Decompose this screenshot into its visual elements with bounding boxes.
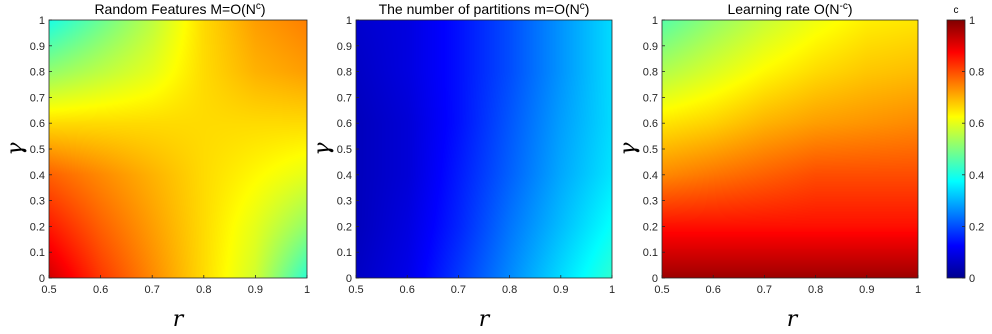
x-tick-label: 0.7 [451, 284, 466, 296]
heatmap-image [662, 20, 918, 278]
colorbar-tick-label: 0.4 [969, 170, 984, 182]
y-tick-label: 0.2 [643, 221, 658, 233]
y-tick-label: 0.4 [337, 170, 352, 182]
y-tick-label: 0.5 [30, 144, 45, 156]
x-tick-label: 0.8 [502, 284, 517, 296]
colorbar-tick-label: 0 [969, 273, 975, 285]
x-tick-label: 0.7 [757, 284, 772, 296]
y-tick-label: 0.8 [337, 67, 352, 79]
y-axis-ticks: 0 0.1 0.2 0.3 0.4 0.5 0.6 0.7 0.8 0.9 1 [337, 15, 359, 285]
heatmap-image [49, 20, 307, 278]
y-tick-label: 0.9 [30, 41, 45, 53]
y-tick-label: 0.2 [337, 221, 352, 233]
colorbar-scale [946, 19, 966, 279]
x-axis-ticks: 0.5 0.6 0.7 0.8 0.9 1 [348, 275, 615, 296]
panel-title: Random Features M=O(Nc) [94, 1, 265, 18]
panel-title: The number of partitions m=O(Nc) [379, 1, 590, 18]
y-tick-label: 0.8 [643, 67, 658, 79]
x-tick-label: 0.6 [400, 284, 415, 296]
colorbar-ticks: 0 0.2 0.4 0.6 0.8 1 [962, 15, 984, 285]
x-axis-ticks: 0.5 0.6 0.7 0.8 0.9 1 [41, 275, 310, 296]
x-tick-label: 0.5 [654, 284, 669, 296]
y-tick-label: 0.3 [30, 196, 45, 208]
panel-partitions: The number of partitions m=O(Nc) 0.5 0.6 0… [310, 1, 615, 333]
y-tick-label: 0.4 [30, 170, 45, 182]
y-tick-label: 0 [346, 273, 352, 285]
panel-random-features: Random Features M=O(Nc) 0.5 0.6 0.7 0.8 0.9 1… [3, 1, 310, 333]
y-tick-label: 0.3 [337, 196, 352, 208]
y-tick-label: 1 [39, 15, 45, 27]
y-tick-label: 1 [346, 15, 352, 27]
x-tick-label: 1 [609, 284, 615, 296]
y-tick-label: 0.5 [337, 144, 352, 156]
y-axis-ticks: 0 0.1 0.2 0.3 0.4 0.5 0.6 0.7 0.8 0.9 1 [30, 15, 52, 285]
y-tick-label: 0.1 [643, 247, 658, 259]
colorbar-tick-label: 1 [969, 15, 975, 27]
x-axis-ticks: 0.5 0.6 0.7 0.8 0.9 1 [654, 275, 921, 296]
y-tick-label: 0.4 [643, 170, 658, 182]
colorbar: c 0 0.2 0.4 0.6 0.8 1 [946, 5, 984, 285]
x-axis-label: r [479, 307, 491, 332]
y-tick-label: 0.6 [30, 118, 45, 130]
colorbar-label: c [954, 5, 959, 16]
x-tick-label: 0.9 [553, 284, 568, 296]
x-axis-label: r [787, 307, 799, 332]
x-tick-label: 0.8 [196, 284, 211, 296]
x-tick-label: 0.5 [41, 284, 56, 296]
x-tick-label: 0.5 [348, 284, 363, 296]
colorbar-tick-label: 0.8 [969, 67, 984, 79]
y-axis-label: γ [3, 142, 28, 156]
y-tick-label: 1 [652, 15, 658, 27]
x-tick-label: 0.7 [145, 284, 160, 296]
y-tick-label: 0 [39, 273, 45, 285]
y-tick-label: 0.2 [30, 221, 45, 233]
y-tick-label: 0.9 [337, 41, 352, 53]
colorbar-tick-label: 0.2 [969, 221, 984, 233]
x-tick-label: 0.9 [248, 284, 263, 296]
y-tick-label: 0.1 [337, 247, 352, 259]
y-tick-label: 0 [652, 273, 658, 285]
y-tick-label: 0.3 [643, 196, 658, 208]
x-tick-label: 0.6 [93, 284, 108, 296]
x-tick-label: 0.6 [706, 284, 721, 296]
y-tick-label: 0.5 [643, 144, 658, 156]
x-tick-label: 0.9 [859, 284, 874, 296]
y-tick-label: 0.7 [337, 92, 352, 104]
y-tick-label: 0.1 [30, 247, 45, 259]
x-tick-label: 0.8 [808, 284, 823, 296]
x-tick-label: 1 [915, 284, 921, 296]
heatmap-image [356, 20, 612, 278]
y-tick-label: 0.8 [30, 67, 45, 79]
panel-learning-rate: Learning rate O(N-c) 0.5 0.6 0.7 0.8 0.9 1 00… [616, 1, 921, 333]
y-axis-ticks: 0 0.1 0.2 0.3 0.4 0.5 0.6 0.7 0.8 0.9 1 [643, 15, 665, 285]
y-tick-label: 0.9 [643, 41, 658, 53]
panel-title: Learning rate O(N-c) [727, 1, 852, 18]
y-tick-label: 0.7 [643, 92, 658, 104]
y-tick-label: 0.6 [337, 118, 352, 130]
y-tick-label: 0.7 [30, 92, 45, 104]
y-axis-label: γ [616, 142, 641, 156]
y-tick-label: 0.6 [643, 118, 658, 130]
x-tick-label: 1 [304, 284, 310, 296]
y-axis-label: γ [310, 142, 335, 156]
colorbar-tick-label: 0.6 [969, 118, 984, 130]
x-axis-label: r [173, 307, 185, 332]
